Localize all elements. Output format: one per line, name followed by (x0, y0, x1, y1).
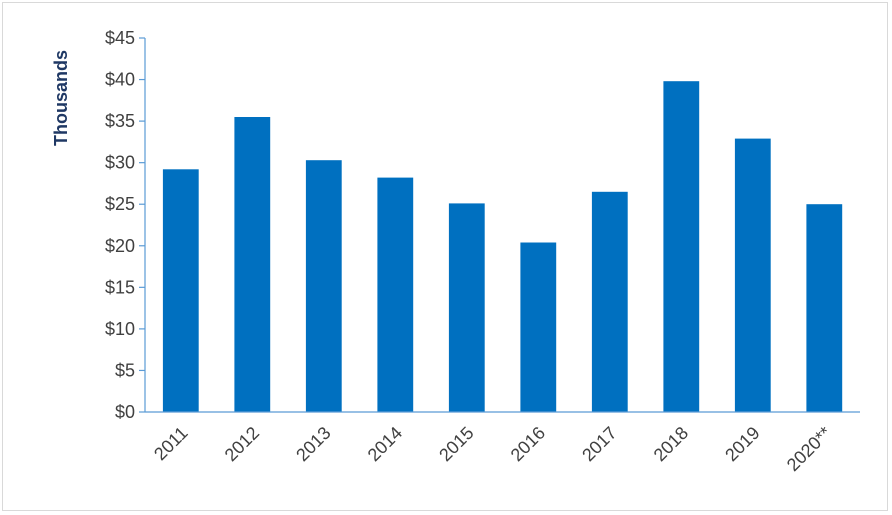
bar-2011 (162, 169, 199, 412)
y-tick-label: $20 (105, 236, 135, 256)
bar-2016 (520, 242, 557, 412)
x-tick-label: 2018 (650, 423, 692, 465)
y-tick-label: $0 (115, 402, 135, 422)
x-tick-label: 2019 (721, 423, 763, 465)
bar-2020 (806, 204, 843, 412)
x-tick-label: 2012 (221, 423, 263, 465)
x-tick-label: 2020** (783, 423, 835, 475)
x-tick-label: 2016 (507, 423, 549, 465)
bar-2012 (234, 117, 271, 412)
x-tick-label: 2013 (292, 423, 334, 465)
bars-group (162, 81, 843, 412)
axes-group (144, 38, 860, 413)
x-tick-label: 2017 (578, 423, 620, 465)
bar-2019 (734, 138, 771, 412)
y-tick-label: $35 (105, 111, 135, 131)
y-tick-label: $15 (105, 277, 135, 297)
x-tick-label: 2011 (150, 423, 192, 465)
y-tick-label: $30 (105, 153, 135, 173)
y-tick-label: $5 (115, 360, 135, 380)
x-ticks-group: 2011 2012 2013 2014 2015 2016 2017 2018 2019 2020… (150, 423, 835, 475)
y-tick-label: $25 (105, 194, 135, 214)
x-tick-label: 2015 (435, 423, 477, 465)
bar-2018 (663, 81, 700, 412)
x-tick-label: 2014 (364, 423, 406, 465)
y-ticks-group: $0 $5 $10 $15 $20 $25 $30 $35 $40 $45 (105, 28, 145, 422)
y-tick-label: $40 (105, 70, 135, 90)
y-tick-label: $10 (105, 319, 135, 339)
bar-2014 (377, 177, 414, 412)
bar-2015 (448, 203, 485, 412)
bar-2017 (591, 191, 628, 412)
y-axis-label: Thousands (51, 50, 71, 146)
bar-2013 (305, 160, 342, 412)
y-tick-label: $45 (105, 28, 135, 48)
